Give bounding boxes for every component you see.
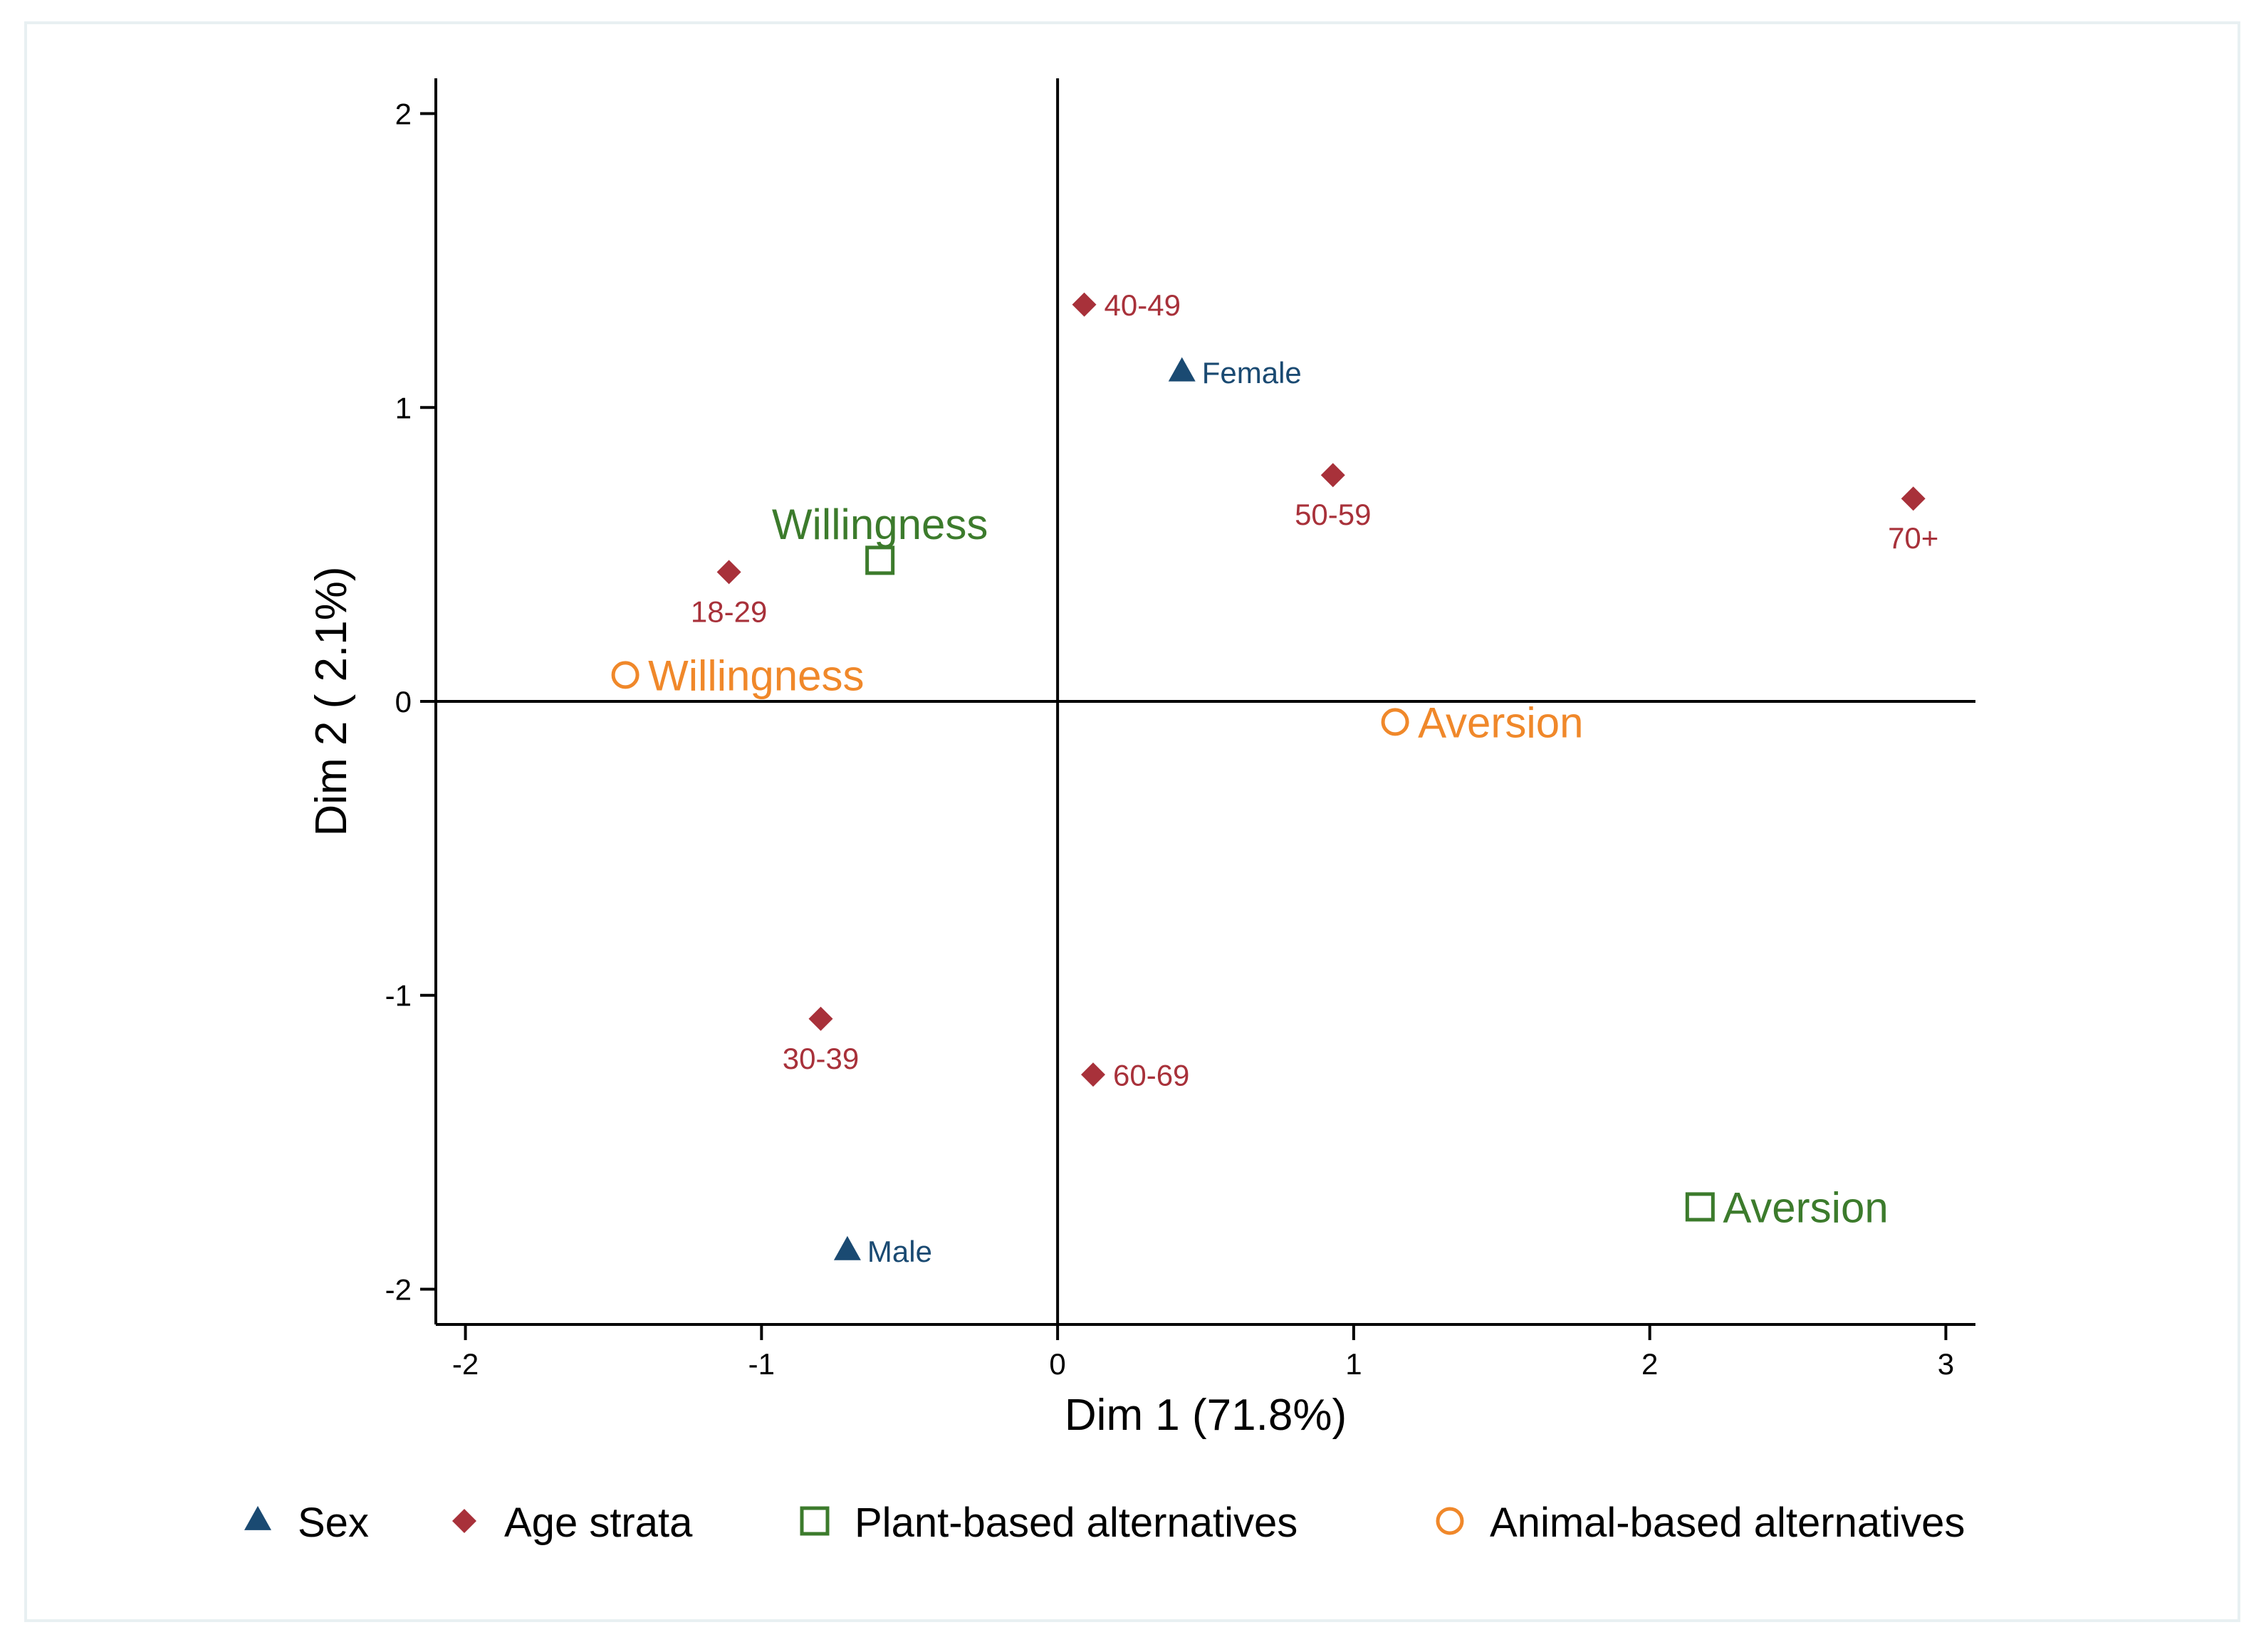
age-strata-point-label: 60-69	[1113, 1058, 1189, 1092]
age-strata-point-marker	[1901, 486, 1926, 511]
age-strata-point-marker	[1081, 1062, 1106, 1087]
sex-point-label: Female	[1202, 356, 1302, 390]
plant-based-alternatives-point-label: Aversion	[1723, 1184, 1888, 1232]
legend-animal-based-alternatives-marker	[1436, 1507, 1464, 1535]
y-tick-label: -2	[385, 1272, 412, 1306]
plant-based-alternatives-point-marker	[865, 545, 895, 575]
age-strata-point-label: 70+	[1888, 521, 1938, 555]
sex-point-marker	[833, 1235, 861, 1260]
x-tick-label: 2	[1641, 1347, 1658, 1381]
legend-age-strata-label: Age strata	[504, 1500, 693, 1546]
age-strata-point-label: 40-49	[1105, 288, 1181, 322]
legend-sex-marker	[244, 1505, 271, 1530]
animal-based-alternatives-point-label: Willingness	[648, 652, 864, 699]
legend-plant-based-alternatives-label: Plant-based alternatives	[855, 1500, 1298, 1546]
age-strata-point-marker	[1072, 292, 1097, 317]
y-axis-title: Dim 2 ( 2.1%)	[307, 567, 356, 837]
y-tick-label: 1	[395, 391, 412, 424]
animal-based-alternatives-point-marker	[611, 661, 639, 689]
x-axis-title: Dim 1 (71.8%)	[1065, 1391, 1347, 1440]
age-strata-point-label: 18-29	[691, 595, 767, 628]
age-strata-point-label: 50-59	[1295, 498, 1371, 531]
legend-plant-based-alternatives-marker	[800, 1506, 830, 1536]
legend-age-strata-marker	[452, 1509, 476, 1533]
age-strata-point-marker	[1320, 463, 1345, 488]
x-tick-label: 1	[1345, 1347, 1362, 1381]
animal-based-alternatives-point-marker	[1381, 708, 1409, 736]
animal-based-alternatives-point-label: Aversion	[1418, 699, 1583, 746]
x-tick-label: 3	[1938, 1347, 1954, 1381]
figure-frame	[24, 21, 2240, 1622]
sex-point-label: Male	[867, 1235, 932, 1268]
y-tick-label: 0	[395, 685, 412, 718]
sex-point-marker	[1168, 357, 1196, 382]
x-tick-label: 0	[1049, 1347, 1065, 1381]
legend-animal-based-alternatives-label: Animal-based alternatives	[1490, 1500, 1965, 1546]
age-strata-point-marker	[716, 560, 741, 585]
legend-sex-label: Sex	[298, 1500, 369, 1546]
x-tick-label: -1	[748, 1347, 775, 1381]
plant-based-alternatives-point-label: Willingness	[772, 501, 988, 548]
y-tick-label: 2	[395, 98, 412, 131]
age-strata-point-label: 30-39	[783, 1042, 859, 1075]
x-tick-label: -2	[452, 1347, 479, 1381]
age-strata-point-marker	[808, 1006, 833, 1031]
y-tick-label: -1	[385, 979, 412, 1013]
plant-based-alternatives-point-marker	[1685, 1192, 1715, 1222]
